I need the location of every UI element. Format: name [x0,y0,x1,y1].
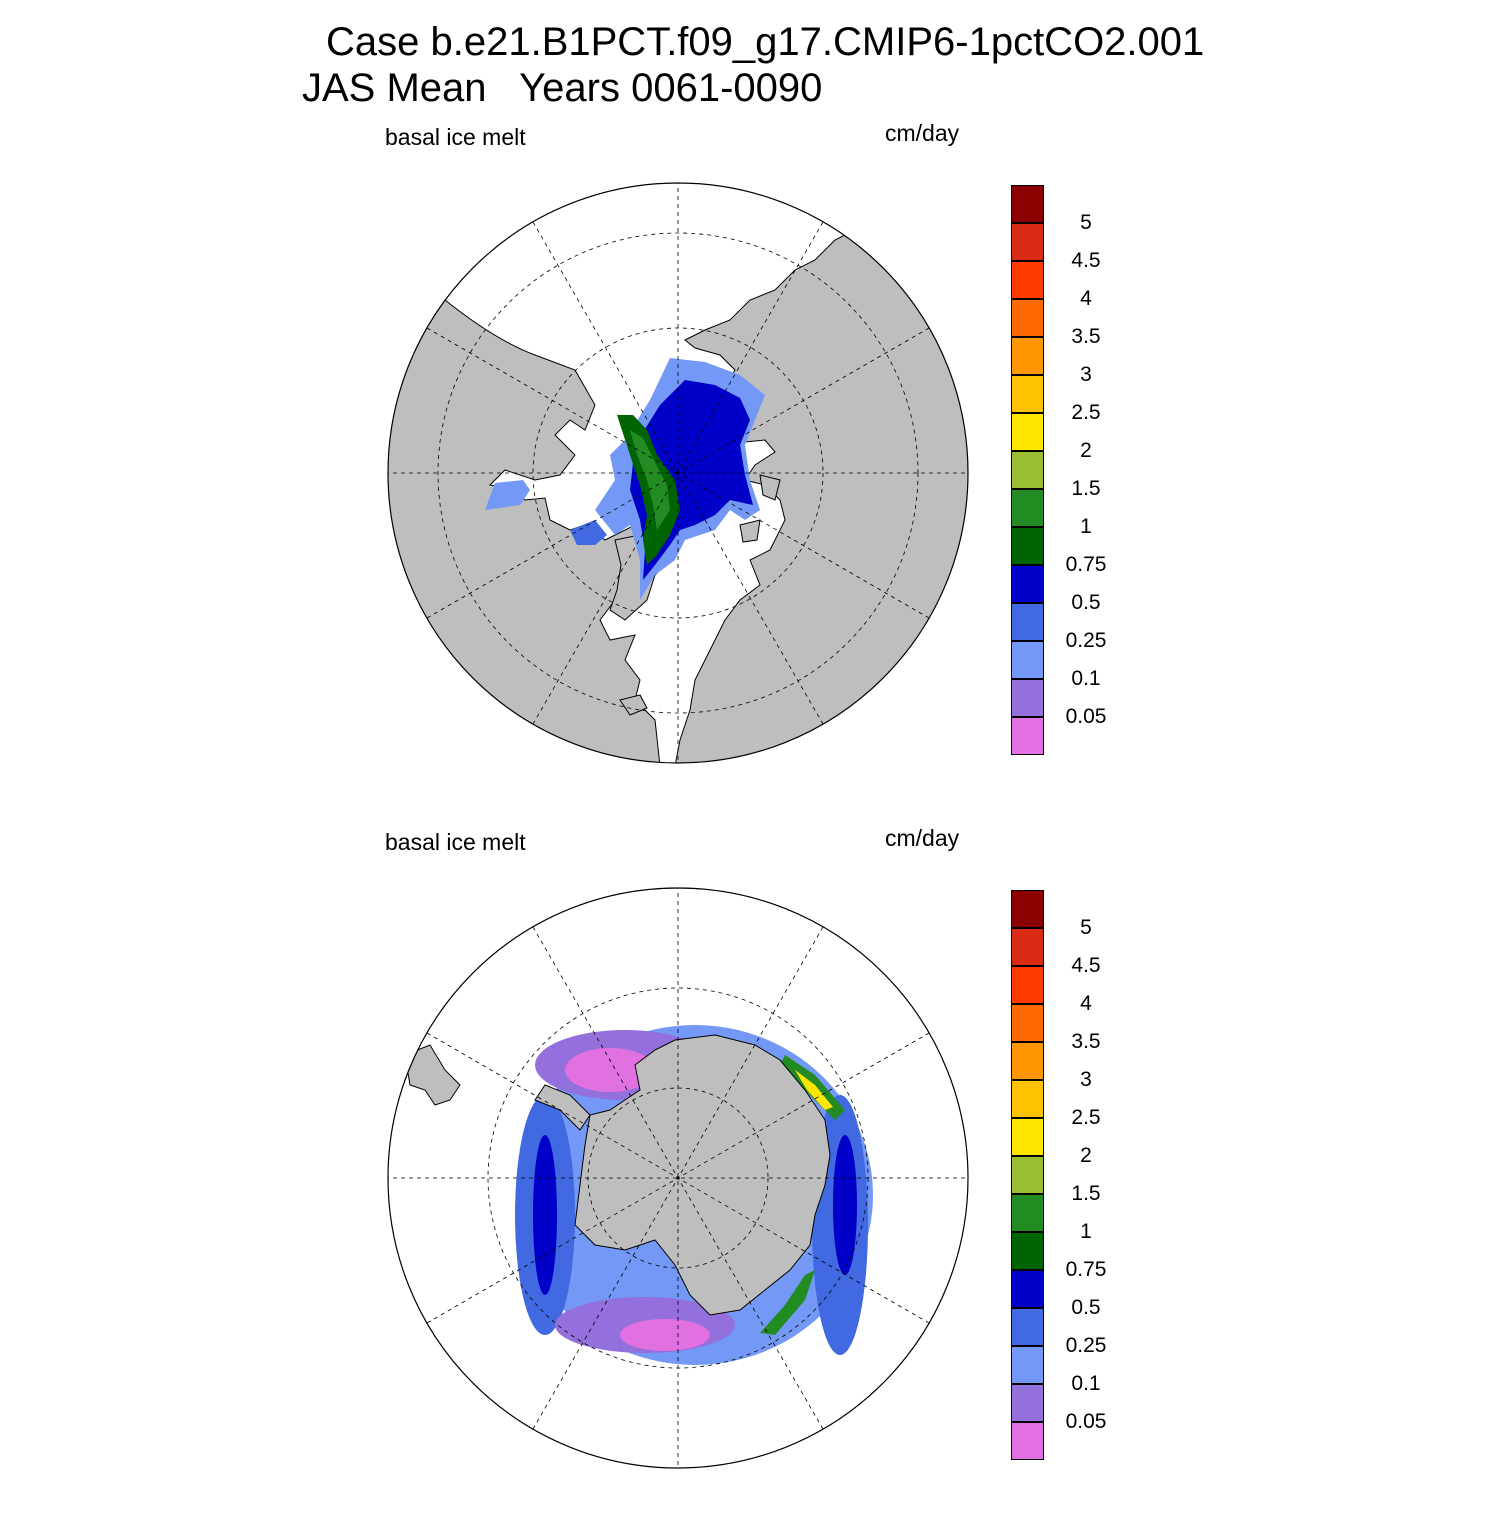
colorbar-tick-label: 4 [1080,992,1092,1015]
colorbar-swatch [1011,1156,1044,1194]
colorbar-swatch [1011,185,1044,223]
colorbar-tick-label: 0.75 [1065,553,1107,576]
colorbar-swatch [1011,1194,1044,1232]
colorbar-swatch [1011,1346,1044,1384]
colorbar-swatch [1011,527,1044,565]
panel-north: basal ice melt cm/day [0,110,1500,815]
colorbar-tick-label: 0.25 [1065,1334,1107,1357]
colorbar-swatch [1011,451,1044,489]
colorbar-tick-label: 5 [1080,916,1092,939]
colorbar-tick-label: 2.5 [1071,401,1101,424]
colorbar-tick-label: 1 [1080,1220,1092,1243]
colorbar-tick-label: 2.5 [1071,1106,1101,1129]
colorbar-swatch [1011,1080,1044,1118]
arctic-map [387,182,969,764]
land-iceland [619,694,648,716]
land-south-america [404,1044,461,1106]
colorbar-south: 5 4.5 4 3.5 3 2.5 2 1.5 1 0.75 0.5 0.25 0.1 0.05 [1011,890,1131,1465]
graticule [388,888,968,1468]
melt-field-green [617,415,680,565]
land-novaya-zemlya [759,474,781,501]
panel-south: basal ice melt cm/day [0,815,1500,1520]
colorbar-tick-label: 0.5 [1071,1296,1101,1319]
melt-streak-yellow-ne [795,1070,833,1110]
figure-title-line-1: Case b.e21.B1PCT.f09_g17.CMIP6-1pctCO2.0… [326,20,1205,64]
map-border [387,182,969,764]
colorbar-swatch [1011,890,1044,928]
colorbar-tick-label: 0.25 [1065,629,1107,652]
land-antarctica [574,1034,831,1316]
colorbar-tick-label: 3.5 [1071,325,1101,348]
graticule [388,183,968,763]
colorbar-swatch [1011,299,1044,337]
melt-hudson [485,480,530,510]
colorbar-swatch [1011,489,1044,527]
colorbar-swatch [1011,337,1044,375]
colorbar-swatch [1011,641,1044,679]
melt-ring-pink-south [620,1319,710,1351]
colorbar-swatch [1011,1042,1044,1080]
antarctic-map [387,887,969,1469]
colorbar-tick-label: 0.1 [1071,667,1101,690]
colorbar-tick-label: 4 [1080,287,1092,310]
colorbar-swatch [1011,1118,1044,1156]
colorbar-tick-label: 0.1 [1071,1372,1101,1395]
melt-baffin [570,520,607,545]
colorbar-tick-label: 3 [1080,1068,1092,1091]
colorbar-tick-label: 4.5 [1071,954,1101,977]
melt-ring-dark-east [833,1135,857,1275]
melt-streak-green-se [760,1270,815,1335]
colorbar-tick-label: 1.5 [1071,1182,1101,1205]
colorbar-tick-label: 2 [1080,439,1092,462]
colorbar-tick-label: 0.5 [1071,591,1101,614]
colorbar-swatch [1011,223,1044,261]
colorbar-north: 5 4.5 4 3.5 3 2.5 2 1.5 1 0.75 0.5 0.25 0.1 0.05 [1011,185,1131,760]
colorbar-swatch [1011,603,1044,641]
colorbar-tick-label: 5 [1080,211,1092,234]
colorbar-swatch [1011,1004,1044,1042]
land-svalbard [739,519,761,543]
colorbar-tick-label: 2 [1080,1144,1092,1167]
colorbar-swatch [1011,375,1044,413]
variable-label: basal ice melt [385,829,526,855]
map-border [387,887,969,1469]
melt-ring-dark-west [533,1135,557,1295]
units-label: cm/day [885,120,960,146]
colorbar-tick-label: 3 [1080,363,1092,386]
colorbar-swatch [1011,1232,1044,1270]
melt-ring-pink-north [565,1048,655,1092]
colorbar-swatch [1011,565,1044,603]
colorbar-swatch [1011,1384,1044,1422]
units-label: cm/day [885,825,960,851]
colorbar-tick-label: 1 [1080,515,1092,538]
colorbar-swatch [1011,413,1044,451]
figure-title-line-2: JAS Mean Years 0061-0090 [302,66,823,110]
colorbar-tick-label: 4.5 [1071,249,1101,272]
colorbar-swatch [1011,1422,1044,1460]
colorbar-swatch [1011,1270,1044,1308]
land-antarctic-peninsula [534,1084,591,1131]
colorbar-swatch [1011,261,1044,299]
colorbar-tick-label: 3.5 [1071,1030,1101,1053]
colorbar-swatch [1011,717,1044,755]
colorbar-swatch [1011,966,1044,1004]
colorbar-swatch [1011,928,1044,966]
colorbar-tick-label: 0.75 [1065,1258,1107,1281]
colorbar-tick-label: 0.05 [1065,705,1107,728]
melt-field-greenband [630,430,670,530]
colorbar-tick-label: 0.05 [1065,1410,1107,1433]
colorbar-swatch [1011,679,1044,717]
colorbar-tick-label: 1.5 [1071,477,1101,500]
variable-label: basal ice melt [385,124,526,150]
colorbar-swatch [1011,1308,1044,1346]
